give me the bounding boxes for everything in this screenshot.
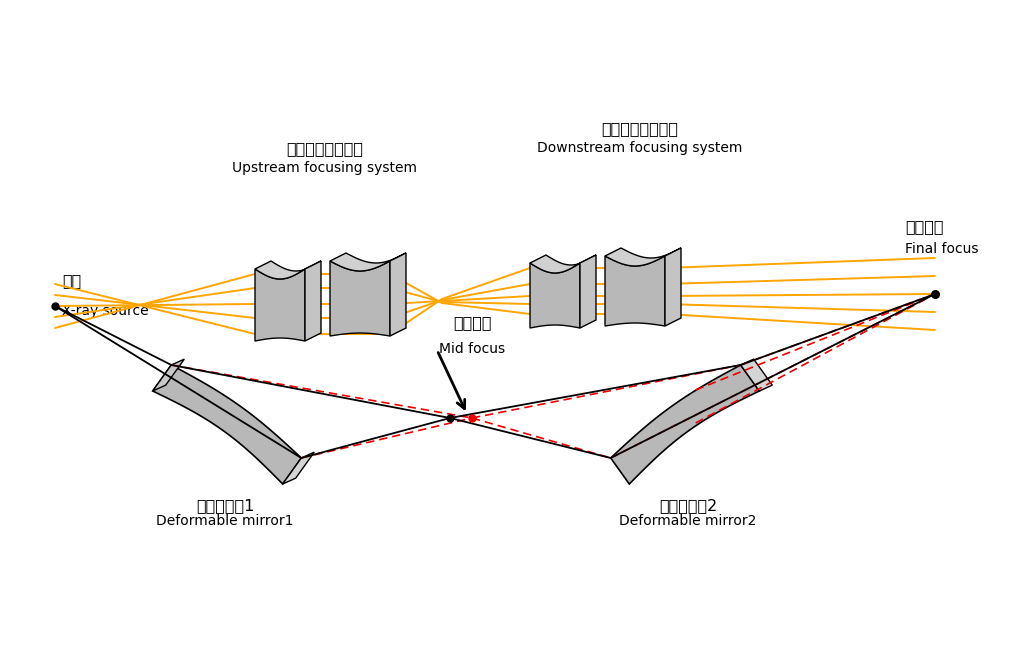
Text: Final focus: Final focus xyxy=(905,242,979,256)
Text: Downstream focusing system: Downstream focusing system xyxy=(537,141,743,155)
Polygon shape xyxy=(611,365,760,484)
Polygon shape xyxy=(741,359,772,391)
Text: Deformable mirror2: Deformable mirror2 xyxy=(619,514,756,528)
Text: Upstream focusing system: Upstream focusing system xyxy=(233,161,417,175)
Polygon shape xyxy=(530,255,596,273)
Polygon shape xyxy=(605,248,681,266)
Text: 中間焦点: 中間焦点 xyxy=(453,315,491,330)
Text: 下流集光システム: 下流集光システム xyxy=(602,121,679,136)
Text: 形状可変鏡1: 形状可変鏡1 xyxy=(196,498,254,513)
Polygon shape xyxy=(330,253,406,271)
Text: X-ray source: X-ray source xyxy=(62,304,149,318)
Text: 最終焦点: 最終焦点 xyxy=(905,219,943,234)
Polygon shape xyxy=(530,263,580,328)
Text: 光源: 光源 xyxy=(62,273,81,288)
Polygon shape xyxy=(305,261,321,341)
Text: Mid focus: Mid focus xyxy=(439,342,505,356)
Polygon shape xyxy=(605,256,665,326)
Polygon shape xyxy=(390,253,406,336)
Polygon shape xyxy=(665,248,681,326)
Text: 形状可変鏡2: 形状可変鏡2 xyxy=(659,498,718,513)
Polygon shape xyxy=(580,255,596,328)
Text: Deformable mirror1: Deformable mirror1 xyxy=(156,514,294,528)
Polygon shape xyxy=(283,452,315,484)
Polygon shape xyxy=(255,269,305,341)
Polygon shape xyxy=(153,359,184,391)
Polygon shape xyxy=(255,261,321,279)
Polygon shape xyxy=(330,261,390,336)
Text: 上流集光システム: 上流集光システム xyxy=(287,141,364,156)
Polygon shape xyxy=(153,365,301,484)
